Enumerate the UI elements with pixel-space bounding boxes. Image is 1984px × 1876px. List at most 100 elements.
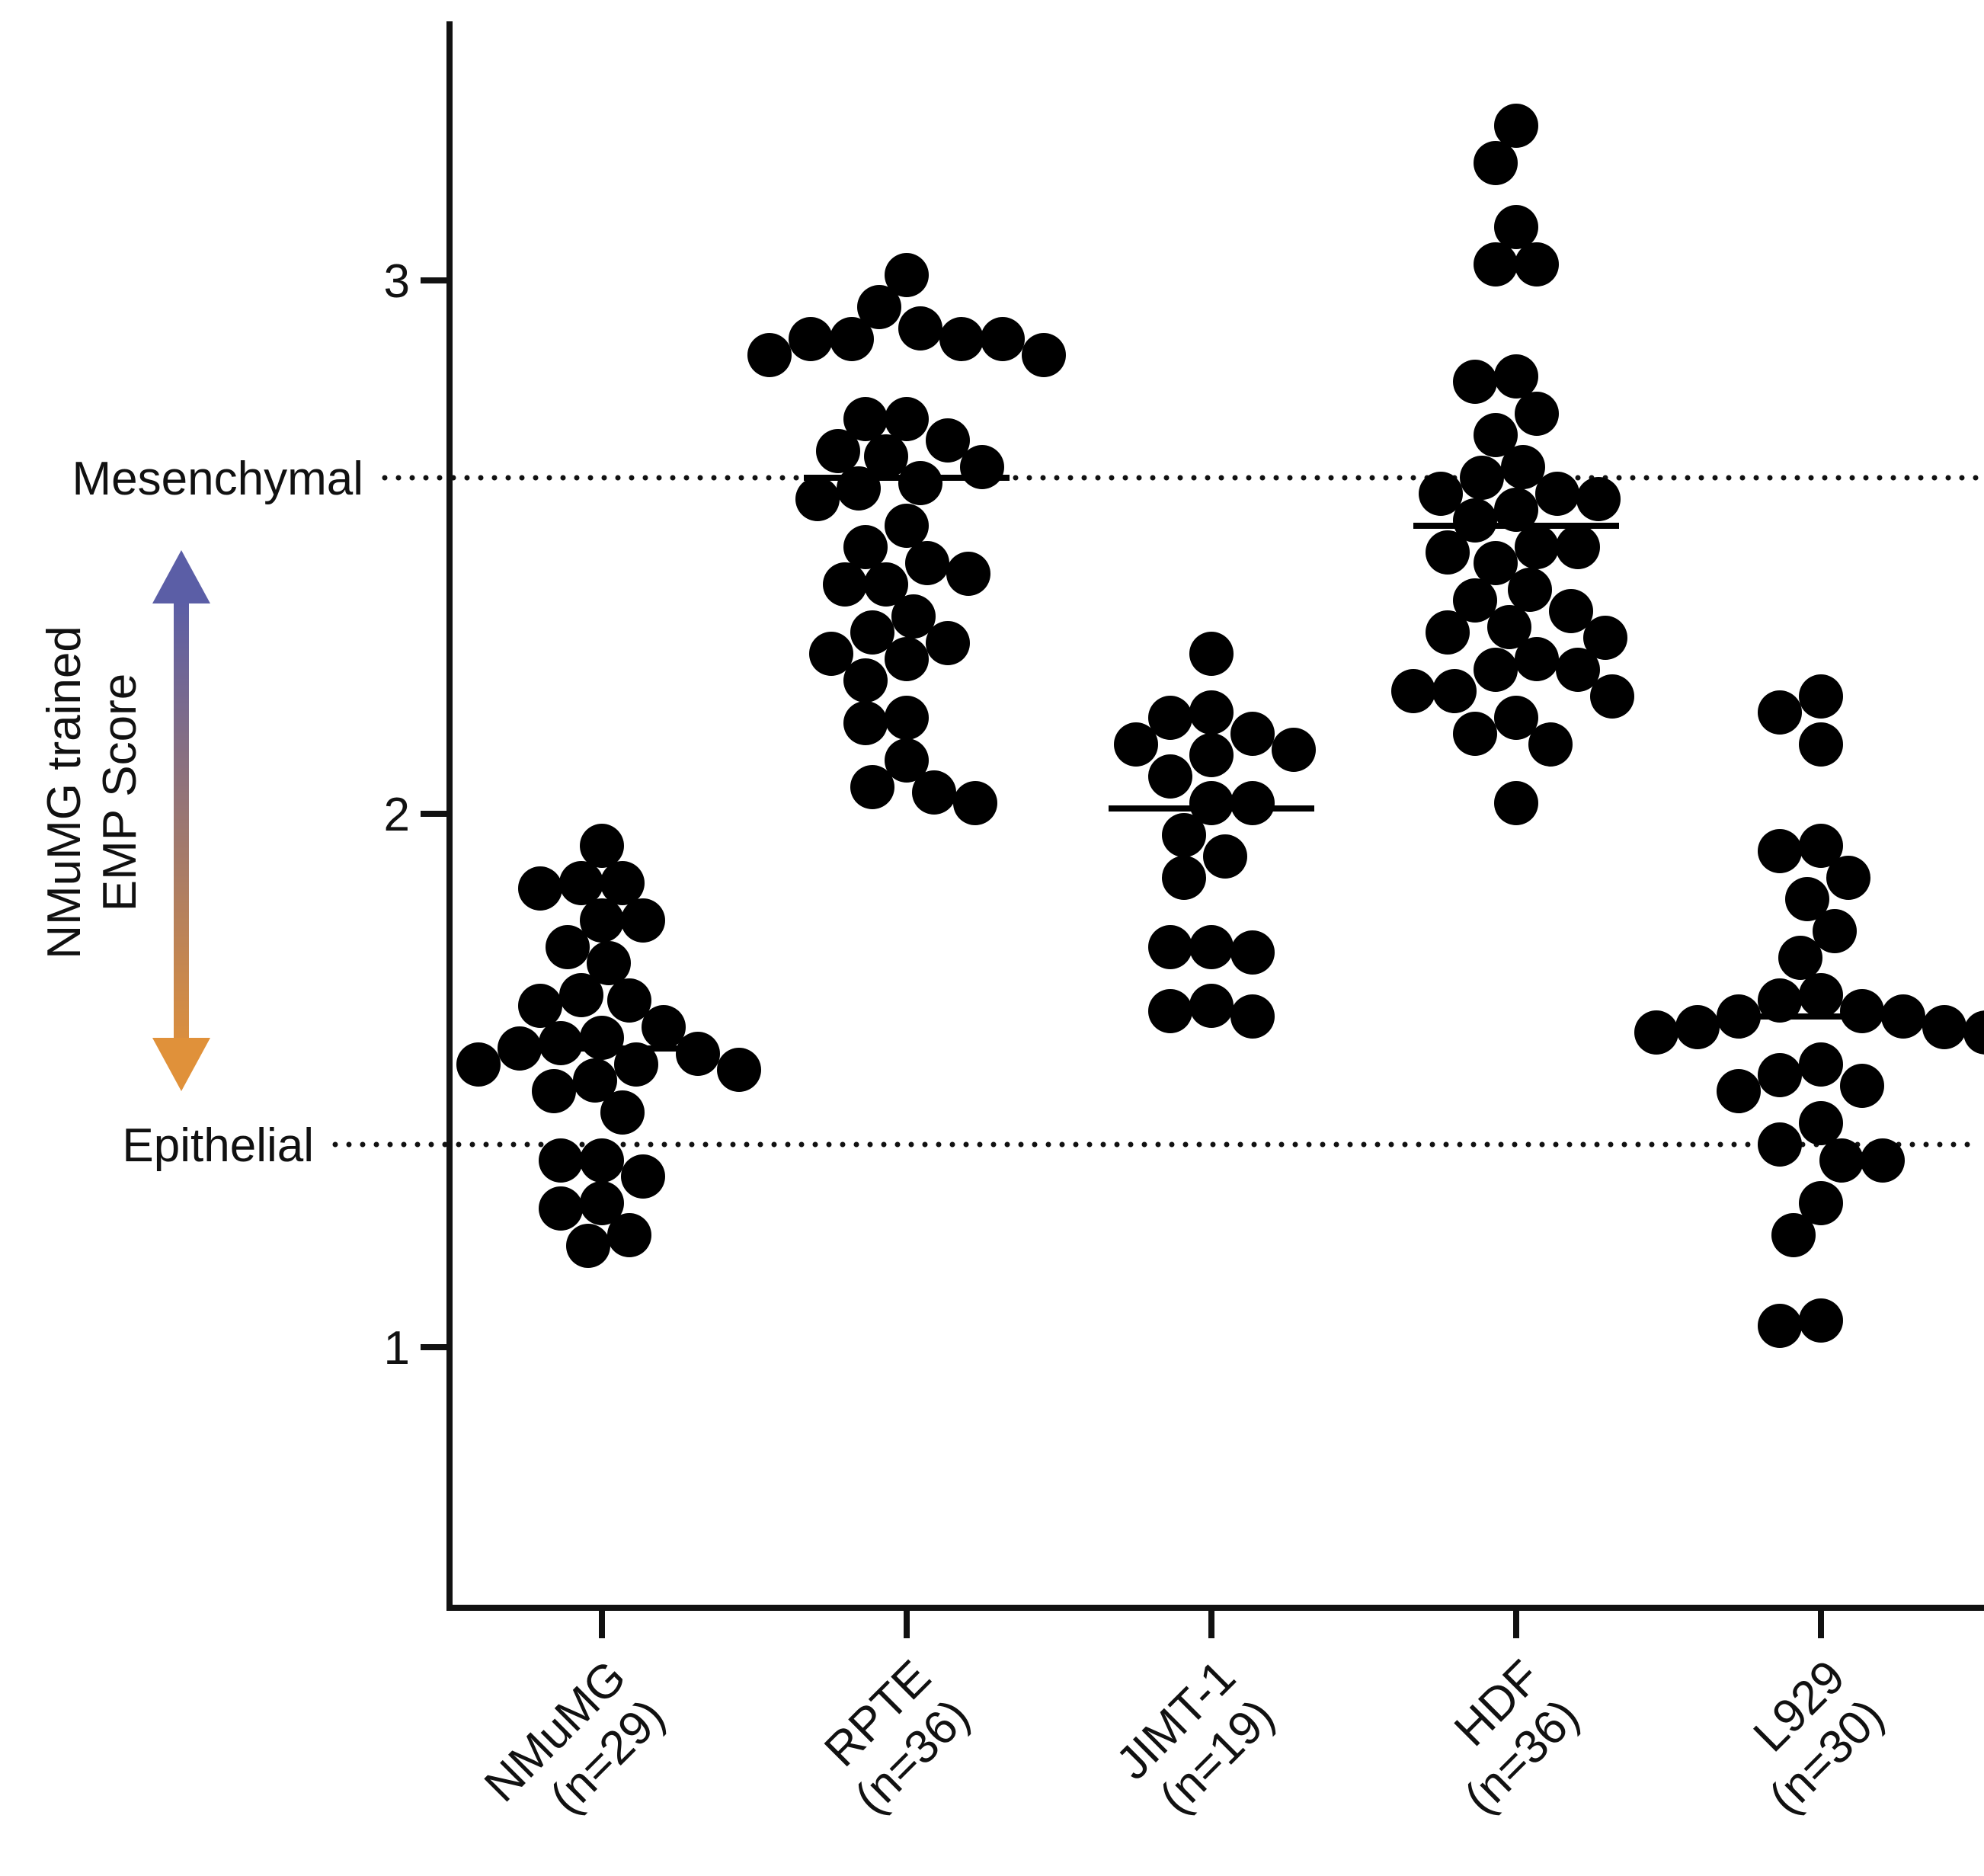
- data-point: [843, 397, 888, 441]
- data-point: [1717, 1069, 1761, 1113]
- data-point: [1474, 541, 1518, 585]
- category-label-jimt-1: JIMT-1 (n=19): [1106, 1650, 1285, 1824]
- data-point: [1022, 333, 1066, 377]
- category-label-hdf: HDF (n=36): [1445, 1650, 1589, 1824]
- data-point: [1148, 696, 1192, 740]
- data-point: [1778, 936, 1822, 980]
- data-point: [600, 861, 645, 905]
- arrow-head-up-icon: [152, 550, 210, 603]
- data-point: [885, 696, 929, 740]
- data-point: [1576, 477, 1621, 521]
- data-point: [816, 429, 860, 473]
- data-point: [518, 984, 562, 1028]
- data-point: [864, 434, 908, 479]
- data-point: [1758, 829, 1802, 873]
- data-point: [1162, 813, 1206, 857]
- data-point: [981, 317, 1025, 361]
- data-point: [1556, 648, 1600, 692]
- data-point: [1460, 456, 1504, 500]
- data-point: [1515, 392, 1559, 436]
- data-point: [717, 1048, 761, 1092]
- data-point: [1758, 1053, 1802, 1097]
- data-point: [1583, 616, 1627, 660]
- y-tick-label: 1: [384, 1322, 410, 1375]
- data-point: [1508, 568, 1552, 612]
- data-point: [559, 973, 603, 1017]
- data-point: [850, 610, 894, 655]
- data-point: [1826, 856, 1870, 900]
- data-point: [1799, 1298, 1843, 1343]
- data-point: [1230, 781, 1275, 825]
- y-axis-label: NMuMG trained EMP Score: [38, 626, 146, 959]
- data-point: [1494, 488, 1538, 532]
- data-point: [857, 285, 901, 329]
- data-point: [1189, 632, 1234, 676]
- data-point: [912, 770, 956, 815]
- data-point: [580, 1138, 624, 1183]
- data-point: [1758, 1304, 1802, 1348]
- data-point: [1758, 1122, 1802, 1167]
- data-point: [747, 333, 792, 377]
- y-ticks: 1 2 3: [384, 255, 450, 1375]
- data-point: [1474, 413, 1518, 457]
- data-point: [1453, 712, 1497, 756]
- data-point: [1590, 674, 1634, 719]
- data-point: [1474, 242, 1518, 287]
- data-point: [1189, 690, 1234, 735]
- data-point: [946, 552, 990, 596]
- data-point: [843, 658, 888, 703]
- data-point: [1203, 834, 1247, 879]
- data-point: [1453, 498, 1497, 543]
- y-tick-label: 2: [384, 789, 410, 841]
- data-point: [864, 562, 908, 607]
- data-point: [1148, 925, 1192, 969]
- data-point: [1189, 984, 1234, 1028]
- data-point: [885, 504, 929, 548]
- data-point: [1799, 1042, 1843, 1087]
- data-point: [1426, 530, 1470, 575]
- data-point: [843, 525, 888, 569]
- data-point: [566, 1224, 610, 1268]
- y-axis-label-line-1: NMuMG trained: [38, 626, 91, 959]
- emp-gradient-arrow: [152, 550, 210, 1091]
- data-point: [518, 866, 562, 911]
- data-point: [580, 898, 624, 943]
- data-point: [885, 637, 929, 681]
- data-point: [885, 253, 929, 297]
- data-point: [1189, 733, 1234, 777]
- data-point: [546, 925, 590, 969]
- data-point: [1148, 989, 1192, 1033]
- data-point: [621, 898, 665, 943]
- data-point: [587, 941, 631, 985]
- data-point: [1487, 605, 1531, 649]
- category-label-l929: L929 (n=30): [1744, 1650, 1894, 1824]
- data-point: [621, 1154, 665, 1199]
- data-point: [676, 1032, 720, 1076]
- data-point: [1419, 472, 1463, 516]
- category-labels: NMuMG (n=29) RPTE (n=36) JIMT-1 (n=19) H…: [475, 1650, 1894, 1824]
- data-point: [1840, 989, 1884, 1033]
- data-point: [1634, 1010, 1678, 1055]
- y-axis-label-line-2: EMP Score: [94, 674, 146, 911]
- data-point: [1758, 690, 1802, 735]
- data-point: [1230, 994, 1275, 1039]
- data-point: [456, 1042, 501, 1087]
- data-point: [953, 781, 997, 825]
- data-point: [843, 701, 888, 745]
- data-point: [1528, 722, 1573, 767]
- data-point: [1494, 354, 1538, 399]
- data-point: [960, 445, 1004, 489]
- data-point: [1819, 1138, 1864, 1183]
- data-point: [789, 317, 833, 361]
- data-point: [1799, 824, 1843, 868]
- data-point: [573, 1058, 617, 1103]
- data-point: [1799, 722, 1843, 767]
- data-point: [600, 1090, 645, 1135]
- data-point: [1148, 754, 1192, 799]
- data-point: [809, 632, 853, 676]
- data-point: [1799, 674, 1843, 719]
- epithelial-label: Epithelial: [122, 1119, 314, 1172]
- data-point: [1474, 141, 1518, 185]
- data-point: [1189, 925, 1234, 969]
- arrow-head-down-icon: [152, 1038, 210, 1091]
